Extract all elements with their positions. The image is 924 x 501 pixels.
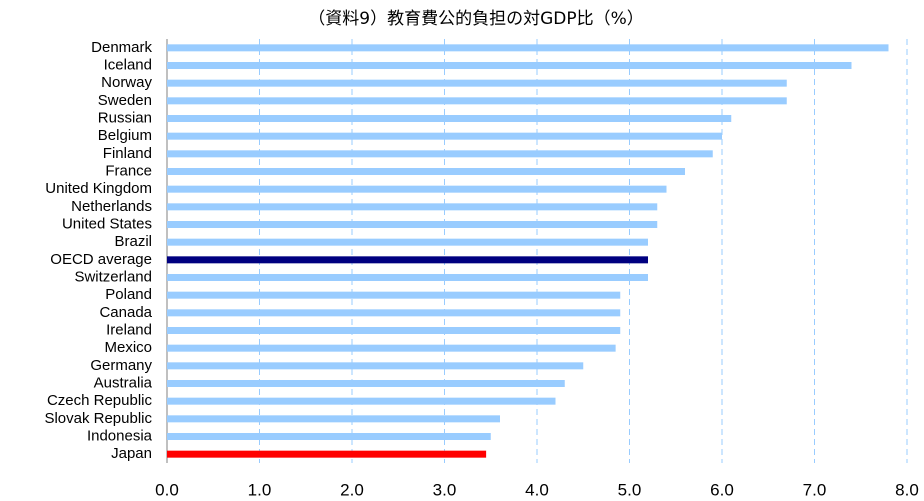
x-tick-label: 7.0 [803, 480, 827, 499]
x-tick-label: 5.0 [618, 480, 642, 499]
y-tick-label: Iceland [104, 56, 152, 73]
bar [167, 62, 852, 69]
y-tick-label: Czech Republic [47, 392, 153, 409]
bar [167, 362, 584, 370]
chart-title: （資料9）教育費公的負担の対GDP比（%） [308, 9, 643, 29]
x-tick-label: 8.0 [895, 480, 919, 499]
y-tick-label: OECD average [50, 251, 152, 268]
y-tick-label: Sweden [98, 92, 152, 109]
bar [167, 397, 556, 405]
y-tick-label: United States [62, 215, 152, 232]
y-tick-label: Belgium [98, 127, 152, 144]
y-tick-label: Norway [101, 74, 152, 91]
y-tick-label: United Kingdom [45, 180, 152, 197]
y-tick-label: Indonesia [87, 427, 153, 444]
bar [167, 203, 658, 211]
x-tick-label: 0.0 [155, 480, 179, 499]
bar [167, 450, 487, 458]
bar [167, 132, 722, 140]
y-tick-label: Ireland [106, 321, 152, 338]
y-tick-label: Slovak Republic [44, 410, 152, 427]
y-tick-label: Australia [94, 374, 153, 391]
y-tick-label: Denmark [91, 39, 152, 56]
x-tick-label: 2.0 [340, 480, 364, 499]
bar [167, 309, 621, 317]
bar [167, 433, 491, 440]
bar [167, 168, 685, 175]
bar [167, 150, 713, 158]
bar [167, 344, 616, 352]
x-tick-label: 1.0 [248, 480, 272, 499]
bar [167, 115, 732, 122]
bar [167, 327, 621, 334]
bar [167, 185, 667, 193]
y-tick-label: Japan [111, 445, 152, 462]
y-tick-label: Russian [98, 109, 152, 126]
x-tick-label: 6.0 [710, 480, 734, 499]
y-tick-label: Netherlands [71, 198, 152, 215]
x-tick-label: 4.0 [525, 480, 549, 499]
bar [167, 79, 787, 87]
y-tick-label: Germany [90, 357, 152, 374]
bar [167, 97, 787, 105]
bar [167, 44, 889, 52]
bar [167, 238, 648, 246]
y-tick-label: Poland [105, 286, 152, 303]
y-tick-label: Mexico [104, 339, 152, 356]
bar [167, 274, 648, 281]
y-tick-label: Finland [103, 145, 152, 162]
y-tick-label: Brazil [114, 233, 152, 250]
bar [167, 256, 648, 264]
y-tick-label: France [105, 162, 152, 179]
bar [167, 415, 500, 423]
bar [167, 221, 658, 228]
bar [167, 291, 621, 299]
x-tick-label: 3.0 [433, 480, 457, 499]
y-tick-label: Switzerland [74, 268, 152, 285]
bar [167, 380, 565, 387]
y-tick-label: Canada [99, 304, 152, 321]
